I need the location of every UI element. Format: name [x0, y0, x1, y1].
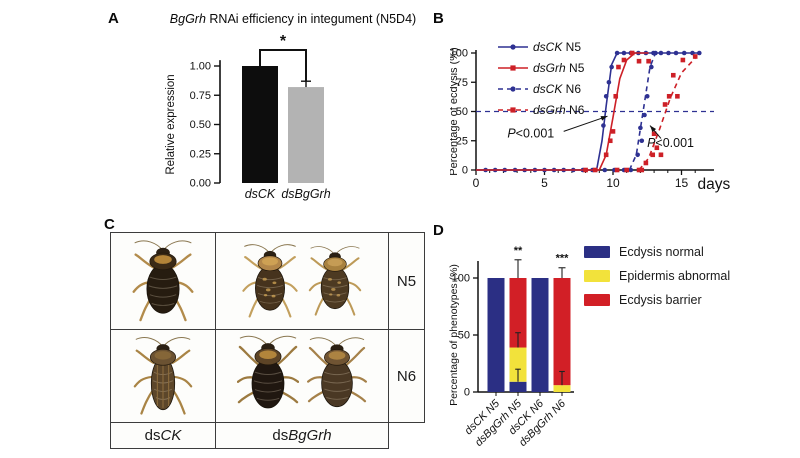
panel-d-label: D — [433, 222, 444, 239]
svg-text:dsCK N6: dsCK N6 — [533, 82, 581, 96]
legend-label-ecdysis-barrier: Ecdysis barrier — [619, 293, 702, 307]
svg-text:days: days — [698, 176, 731, 193]
svg-text:dsCK: dsCK — [245, 187, 276, 201]
svg-text:50: 50 — [456, 106, 468, 118]
svg-text:dsBgGrh: dsBgGrh — [281, 187, 330, 201]
svg-text:100: 100 — [450, 48, 468, 60]
svg-text:dsGrh N5: dsGrh N5 — [533, 61, 585, 75]
panel-a-label: A — [108, 10, 119, 27]
panel-b-line-chart: 0 25 50 75 100 0 5 10 15 days dsCK N5 dsGrh N5 dsCK … — [450, 40, 731, 193]
col-label-dsbggrh: dsBgGrh — [215, 422, 389, 449]
svg-text:15: 15 — [675, 176, 689, 190]
legend-label-ecdysis-normal: Ecdysis normal — [619, 245, 704, 259]
svg-text:dsGrh N6: dsGrh N6 — [533, 103, 585, 117]
svg-text:*: * — [280, 33, 287, 50]
svg-text:10: 10 — [606, 176, 620, 190]
col-label-dsbggrh-gene: BgGrh — [288, 427, 332, 444]
svg-text:dsCK N5: dsCK N5 — [533, 40, 581, 54]
photo-cell-dsck-n5 — [110, 232, 216, 330]
col-label-dsck: dsCK — [110, 422, 216, 449]
legend-swatch-ecdysis-barrier — [584, 294, 610, 306]
panel-a-title: BgGrh RNAi efficiency in integument (N5D… — [148, 12, 438, 26]
panel-a-bar-chart: 0.00 0.25 0.50 0.75 1.00 * dsCK dsBgGrh Relative… — [165, 33, 331, 201]
svg-text:0.75: 0.75 — [190, 90, 211, 102]
insect-photo — [132, 240, 194, 322]
insect-photo — [307, 337, 367, 408]
panel-b-label: B — [433, 10, 444, 27]
svg-text:0: 0 — [473, 176, 480, 190]
insect-photo — [237, 335, 299, 409]
photo-cell-dsck-n6 — [110, 329, 216, 423]
svg-text:100: 100 — [452, 273, 470, 285]
photo-cell-dsbggrh-n5 — [215, 232, 389, 330]
insect-photo — [242, 244, 298, 318]
legend-item-ecdysis-barrier: Ecdysis barrier — [584, 288, 730, 312]
svg-text:25: 25 — [456, 135, 468, 147]
col-label-dsck-prefix: ds — [144, 427, 161, 444]
svg-text:50: 50 — [458, 330, 470, 342]
svg-text:P<0.001: P<0.001 — [647, 136, 694, 150]
svg-text:P<0.001: P<0.001 — [507, 127, 554, 141]
svg-text:0: 0 — [464, 387, 470, 399]
insect-photo — [308, 246, 362, 316]
svg-text:5: 5 — [541, 176, 548, 190]
panel-a-title-rest: RNAi efficiency in integument (N5D4) — [205, 12, 417, 26]
panel-a-title-gene: BgGrh — [169, 12, 206, 26]
svg-text:Percentage of phenotypes (%): Percentage of phenotypes (%) — [448, 264, 460, 406]
col-label-dsck-gene: CK — [160, 427, 182, 444]
legend-label-epidermis-abnormal: Epidermis abnormal — [619, 269, 731, 283]
svg-text:**: ** — [514, 245, 523, 257]
svg-text:***: *** — [556, 253, 570, 265]
legend-swatch-ecdysis-normal — [584, 246, 610, 258]
col-label-dsbggrh-prefix: ds — [272, 427, 289, 444]
svg-text:0: 0 — [462, 165, 468, 177]
photo-cell-dsbggrh-n6 — [215, 329, 389, 423]
svg-text:Percentage of ecdysis (%): Percentage of ecdysis (%) — [450, 47, 460, 175]
svg-text:75: 75 — [456, 77, 468, 89]
svg-text:0.25: 0.25 — [190, 148, 211, 160]
legend-swatch-epidermis-abnormal — [584, 270, 610, 282]
panel-c-photo-grid: N5 N6 dsC — [110, 232, 425, 449]
svg-text:Relative expression: Relative expression — [165, 74, 177, 174]
row-label-n6: N6 — [388, 329, 425, 423]
panel-c-label: C — [104, 216, 115, 233]
panel-d-legend: Ecdysis normal Epidermis abnormal Ecdysi… — [584, 240, 730, 312]
legend-item-ecdysis-normal: Ecdysis normal — [584, 240, 730, 264]
row-label-n5: N5 — [388, 232, 425, 330]
insect-photo — [133, 337, 193, 415]
svg-text:0.00: 0.00 — [190, 178, 211, 190]
svg-text:0.50: 0.50 — [190, 119, 211, 131]
legend-item-epidermis-abnormal: Epidermis abnormal — [584, 264, 730, 288]
svg-text:1.00: 1.00 — [190, 61, 211, 73]
